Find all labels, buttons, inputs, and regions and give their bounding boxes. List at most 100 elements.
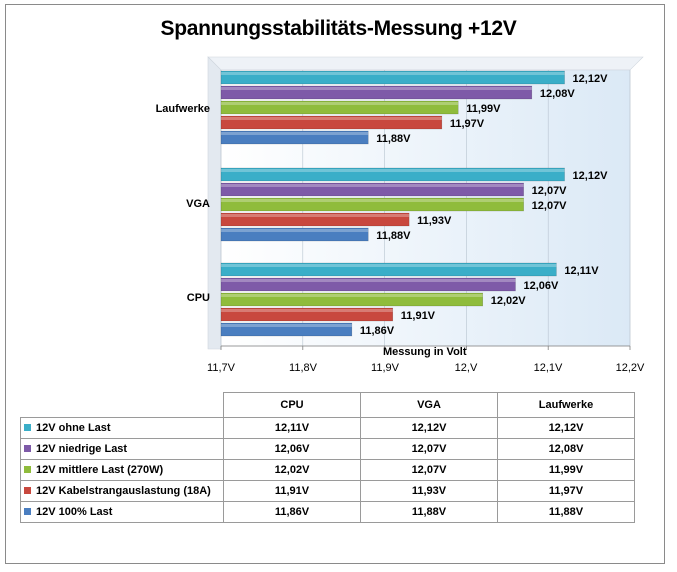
- bar-vga-5: [220, 227, 369, 242]
- bar-vga-1: [220, 167, 565, 182]
- data-label: 11,93V: [417, 215, 452, 227]
- bar-highlight: [221, 184, 524, 187]
- table-row: 12V 100% Last 11,86V 11,88V 11,88V: [20, 501, 635, 523]
- data-label: 12,12V: [573, 73, 609, 85]
- data-label: 11,86V: [360, 325, 395, 337]
- bar-cpu-3: [220, 292, 484, 307]
- legend-label: 12V ohne Last: [36, 422, 111, 434]
- data-label: 11,97V: [450, 118, 485, 130]
- table-cell: 11,88V: [497, 501, 635, 523]
- bar-highlight: [221, 294, 483, 297]
- table-cell: 11,88V: [360, 501, 498, 523]
- legend-entry: 12V mittlere Last (270W): [20, 459, 224, 481]
- table-cell: 11,99V: [497, 459, 635, 481]
- table-cell: 12,07V: [360, 459, 498, 481]
- legend-swatch: [24, 444, 31, 452]
- legend-entry: 12V ohne Last: [20, 417, 224, 439]
- table-cell: 12,12V: [497, 417, 635, 439]
- data-table-header-cpu: CPU: [223, 392, 361, 418]
- bar-highlight: [221, 72, 565, 75]
- data-label: 12,12V: [573, 170, 609, 182]
- bar-highlight: [221, 117, 442, 120]
- legend-swatch: [24, 423, 31, 431]
- table-cell: 12,06V: [223, 438, 361, 460]
- plot-top-wall: [207, 56, 644, 71]
- category-label-vga: VGA: [186, 198, 210, 210]
- x-tick-label: 12,1V: [533, 362, 563, 374]
- table-row: 12V niedrige Last 12,06V 12,07V 12,08V: [20, 438, 635, 460]
- bar-cpu-5: [220, 322, 353, 337]
- bar-highlight: [221, 309, 393, 312]
- data-label: 12,08V: [540, 88, 576, 100]
- bar-vga-2: [220, 182, 524, 197]
- bar-highlight: [221, 87, 532, 90]
- x-tick-label: 11,9V: [371, 362, 399, 374]
- data-label: 12,06V: [523, 280, 559, 292]
- category-label-laufwerke: Laufwerke: [155, 103, 210, 115]
- bar-highlight: [221, 199, 524, 202]
- table-cell: 12,07V: [360, 438, 498, 460]
- legend-entry: 12V Kabelstrangauslastung (18A): [20, 480, 224, 502]
- bar-laufwerke-5: [220, 130, 369, 145]
- table-row: 12V ohne Last 12,11V 12,12V 12,12V: [20, 417, 635, 439]
- bar-laufwerke-3: [220, 100, 459, 115]
- legend-label: 12V Kabelstrangauslastung (18A): [36, 485, 211, 497]
- bar-cpu-4: [220, 307, 394, 322]
- data-label: 12,07V: [532, 185, 568, 197]
- legend-label: 12V 100% Last: [36, 506, 113, 518]
- legend-entry: 12V 100% Last: [20, 501, 224, 523]
- bar-cpu-1: [220, 262, 557, 277]
- bar-vga-3: [220, 197, 524, 212]
- data-label: 11,91V: [401, 310, 436, 322]
- data-table: CPU VGA Laufwerke 12V ohne Last 12,11V 1…: [20, 392, 635, 523]
- table-cell: 11,97V: [497, 480, 635, 502]
- x-axis-title: Messung in Volt: [383, 346, 467, 358]
- bar-highlight: [221, 229, 369, 232]
- legend-swatch: [24, 486, 31, 494]
- x-tick-label: 12,V: [454, 362, 478, 374]
- data-label: 11,88V: [376, 133, 411, 145]
- data-label: 12,07V: [532, 200, 568, 212]
- category-label-cpu: CPU: [186, 292, 210, 304]
- table-cell: 12,08V: [497, 438, 635, 460]
- legend-entry: 12V niedrige Last: [20, 438, 224, 460]
- bar-highlight: [221, 169, 565, 172]
- bar-highlight: [221, 132, 369, 135]
- bar-vga-4: [220, 212, 410, 227]
- table-cell: 11,91V: [223, 480, 361, 502]
- legend-swatch: [24, 507, 31, 515]
- x-tick-label: 12,2V: [615, 362, 645, 374]
- data-label: 12,02V: [491, 295, 527, 307]
- data-table-header: CPU VGA Laufwerke: [20, 392, 635, 418]
- bars-group: 12,11V 12,06V 12,02V 11,91V 11,86V 12,12V 12,0…: [220, 70, 609, 337]
- bar-laufwerke-4: [220, 115, 443, 130]
- table-row: 12V Kabelstrangauslastung (18A) 11,91V 1…: [20, 480, 635, 502]
- data-label: 12,11V: [564, 265, 599, 277]
- data-table-corner: [20, 392, 224, 418]
- bar-laufwerke-1: [220, 70, 565, 85]
- data-label: 11,99V: [466, 103, 501, 115]
- bar-laufwerke-2: [220, 85, 533, 100]
- x-tick-label: 11,8V: [289, 362, 317, 374]
- bar-highlight: [221, 279, 516, 282]
- table-cell: 12,11V: [223, 417, 361, 439]
- bar-highlight: [221, 214, 410, 217]
- bar-cpu-2: [220, 277, 516, 292]
- data-table-header-laufwerke: Laufwerke: [497, 392, 635, 418]
- legend-label: 12V niedrige Last: [36, 443, 128, 455]
- table-row: 12V mittlere Last (270W) 12,02V 12,07V 1…: [20, 459, 635, 481]
- x-tick-label: 11,7V: [207, 362, 235, 374]
- table-cell: 11,86V: [223, 501, 361, 523]
- table-cell: 12,02V: [223, 459, 361, 481]
- data-label: 11,88V: [376, 230, 411, 242]
- bar-highlight: [221, 102, 459, 105]
- bar-highlight: [221, 264, 557, 267]
- bar-highlight: [221, 324, 352, 327]
- data-table-header-vga: VGA: [360, 392, 498, 418]
- legend-swatch: [24, 465, 31, 473]
- table-cell: 12,12V: [360, 417, 498, 439]
- chart-title: Spannungsstabilitäts-Messung +12V: [160, 17, 517, 40]
- legend-label: 12V mittlere Last (270W): [36, 464, 164, 476]
- table-cell: 11,93V: [360, 480, 498, 502]
